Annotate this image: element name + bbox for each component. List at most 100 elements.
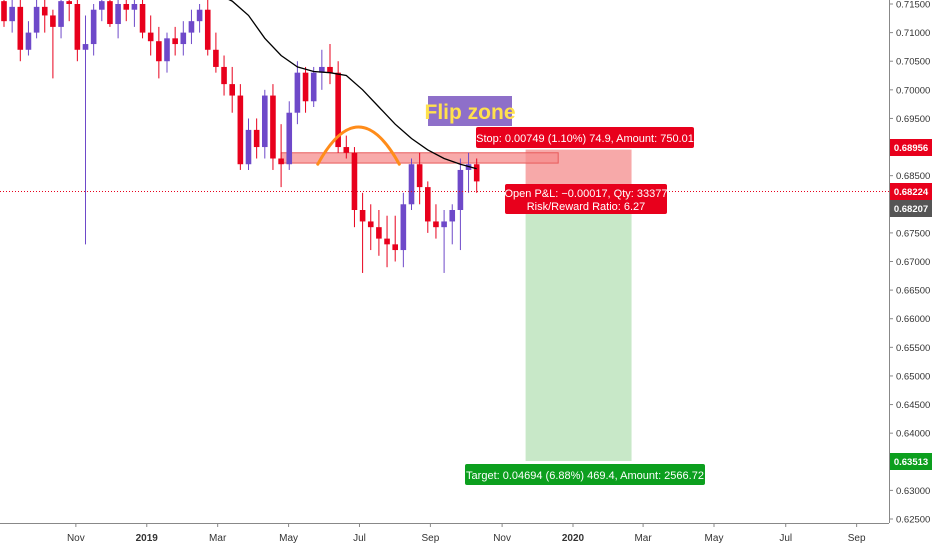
candle-body (335, 72, 341, 148)
time-tick-label: Jul (353, 533, 366, 544)
candle-body (262, 95, 268, 148)
candle-body (25, 32, 32, 50)
stop-info-box: Stop: 0.00749 (1.10%) 74.9, Amount: 750.… (476, 127, 694, 148)
candle-body (139, 4, 146, 33)
candle-body (310, 72, 317, 102)
candle-body (74, 4, 81, 50)
candle-34 (278, 124, 284, 188)
candle-32 (262, 89, 268, 159)
moving-average-series (228, 0, 477, 170)
open-pl-text: Open P&L: −0.00017, Qty: 33377 (505, 188, 668, 200)
candle-23 (188, 9, 195, 45)
candle-body (147, 32, 154, 42)
candle-body (416, 164, 423, 188)
candle-body (107, 1, 113, 25)
candle-16 (131, 0, 138, 27)
time-axis[interactable]: Nov 2019 Mar May Jul Sep Nov 2020 Mar May Jul Sep (0, 523, 889, 544)
long-position-tool[interactable] (525, 149, 632, 462)
candle-55 (449, 204, 456, 245)
price-label-stop-text: 0.68956 (894, 143, 928, 154)
candle-51 (416, 152, 423, 205)
candle-body (41, 6, 48, 16)
candle-49 (400, 192, 407, 268)
candle-body (441, 221, 447, 228)
candle-body (351, 152, 358, 210)
time-tick-label: 2019 (136, 533, 159, 544)
candle-10 (82, 15, 89, 245)
candle-36 (294, 61, 301, 125)
flip-zone-text: Flip zone (425, 101, 516, 124)
price-label-current-text: 0.68224 (894, 187, 929, 198)
candle-15 (123, 0, 130, 22)
candle-body (384, 238, 390, 245)
candle-body (245, 129, 252, 165)
rounded-top-arc[interactable] (316, 125, 401, 166)
candle-body (82, 44, 89, 50)
candle-4 (33, 0, 40, 39)
candle-body (302, 72, 309, 102)
price-tick-label: 0.70000 (896, 85, 930, 96)
price-tick-label: 0.68500 (896, 171, 930, 182)
candle-7 (58, 0, 64, 39)
target-info-text: Target: 0.04694 (6.88%) 469.4, Amount: 2… (466, 470, 704, 482)
time-tick-label: Mar (209, 533, 227, 544)
candle-9 (74, 0, 81, 62)
candle-body (425, 187, 431, 222)
risk-reward-text: Risk/Reward Ratio: 6.27 (527, 201, 646, 213)
candle-body (367, 221, 374, 228)
price-tick-label: 0.71500 (896, 0, 930, 11)
candle-48 (392, 215, 398, 262)
candle-body (473, 164, 480, 182)
candle-body (90, 9, 97, 45)
candle-35 (286, 101, 293, 170)
candle-26 (213, 32, 219, 73)
price-tick-label: 0.64500 (896, 400, 930, 411)
candle-12 (99, 0, 105, 22)
price-label-entry-bg (890, 200, 932, 217)
price-label-entry: 0.68207 (890, 200, 932, 217)
candle-body (270, 95, 276, 159)
candle-body (33, 6, 40, 33)
price-label-current: 0.68224 (890, 183, 932, 200)
candle-1 (9, 0, 15, 33)
price-tick-label: 0.67500 (896, 228, 930, 239)
moving-average-line (228, 0, 477, 170)
candle-45 (367, 204, 374, 251)
open-pl-box: Open P&L: −0.00017, Qty: 33377 Risk/Rewa… (505, 184, 668, 214)
candle-13 (107, 0, 113, 27)
price-tick-label: 0.71000 (896, 28, 930, 39)
price-label-current-bg (890, 183, 932, 200)
candle-body (156, 41, 162, 62)
price-axis[interactable]: 0.71500 0.71000 0.70500 0.70000 0.69500 0.685… (889, 0, 930, 526)
price-tick-label: 0.69500 (896, 114, 930, 125)
candle-24 (196, 4, 203, 33)
candle-17 (139, 0, 146, 39)
time-tick-label: Nov (493, 533, 511, 544)
candle-22 (180, 21, 187, 56)
candle-20 (164, 32, 170, 73)
flip-zone-label[interactable]: Flip zone (425, 96, 516, 126)
price-label-target-text: 0.63513 (894, 457, 928, 468)
candle-body (294, 72, 301, 113)
candle-40 (327, 44, 333, 85)
target-info-background (465, 464, 705, 485)
candle-46 (376, 210, 382, 256)
price-tick-label: 0.67000 (896, 257, 930, 268)
price-tick-label: 0.70500 (896, 57, 930, 68)
time-tick-label: Sep (848, 533, 866, 544)
candle-body (408, 164, 415, 205)
candlestick-series (1, 0, 480, 273)
target-zone[interactable] (525, 192, 632, 462)
candle-27 (221, 55, 227, 96)
candle-37 (302, 66, 309, 113)
candle-47 (384, 215, 390, 268)
time-tick-label: Mar (634, 533, 652, 544)
candle-body (319, 66, 325, 73)
candle-body (286, 112, 293, 165)
arc-curve[interactable] (316, 125, 401, 166)
price-label-entry-text: 0.68207 (894, 204, 928, 215)
candle-29 (237, 84, 244, 170)
price-tick-label: 0.66000 (896, 314, 930, 325)
candle-body (376, 227, 382, 239)
